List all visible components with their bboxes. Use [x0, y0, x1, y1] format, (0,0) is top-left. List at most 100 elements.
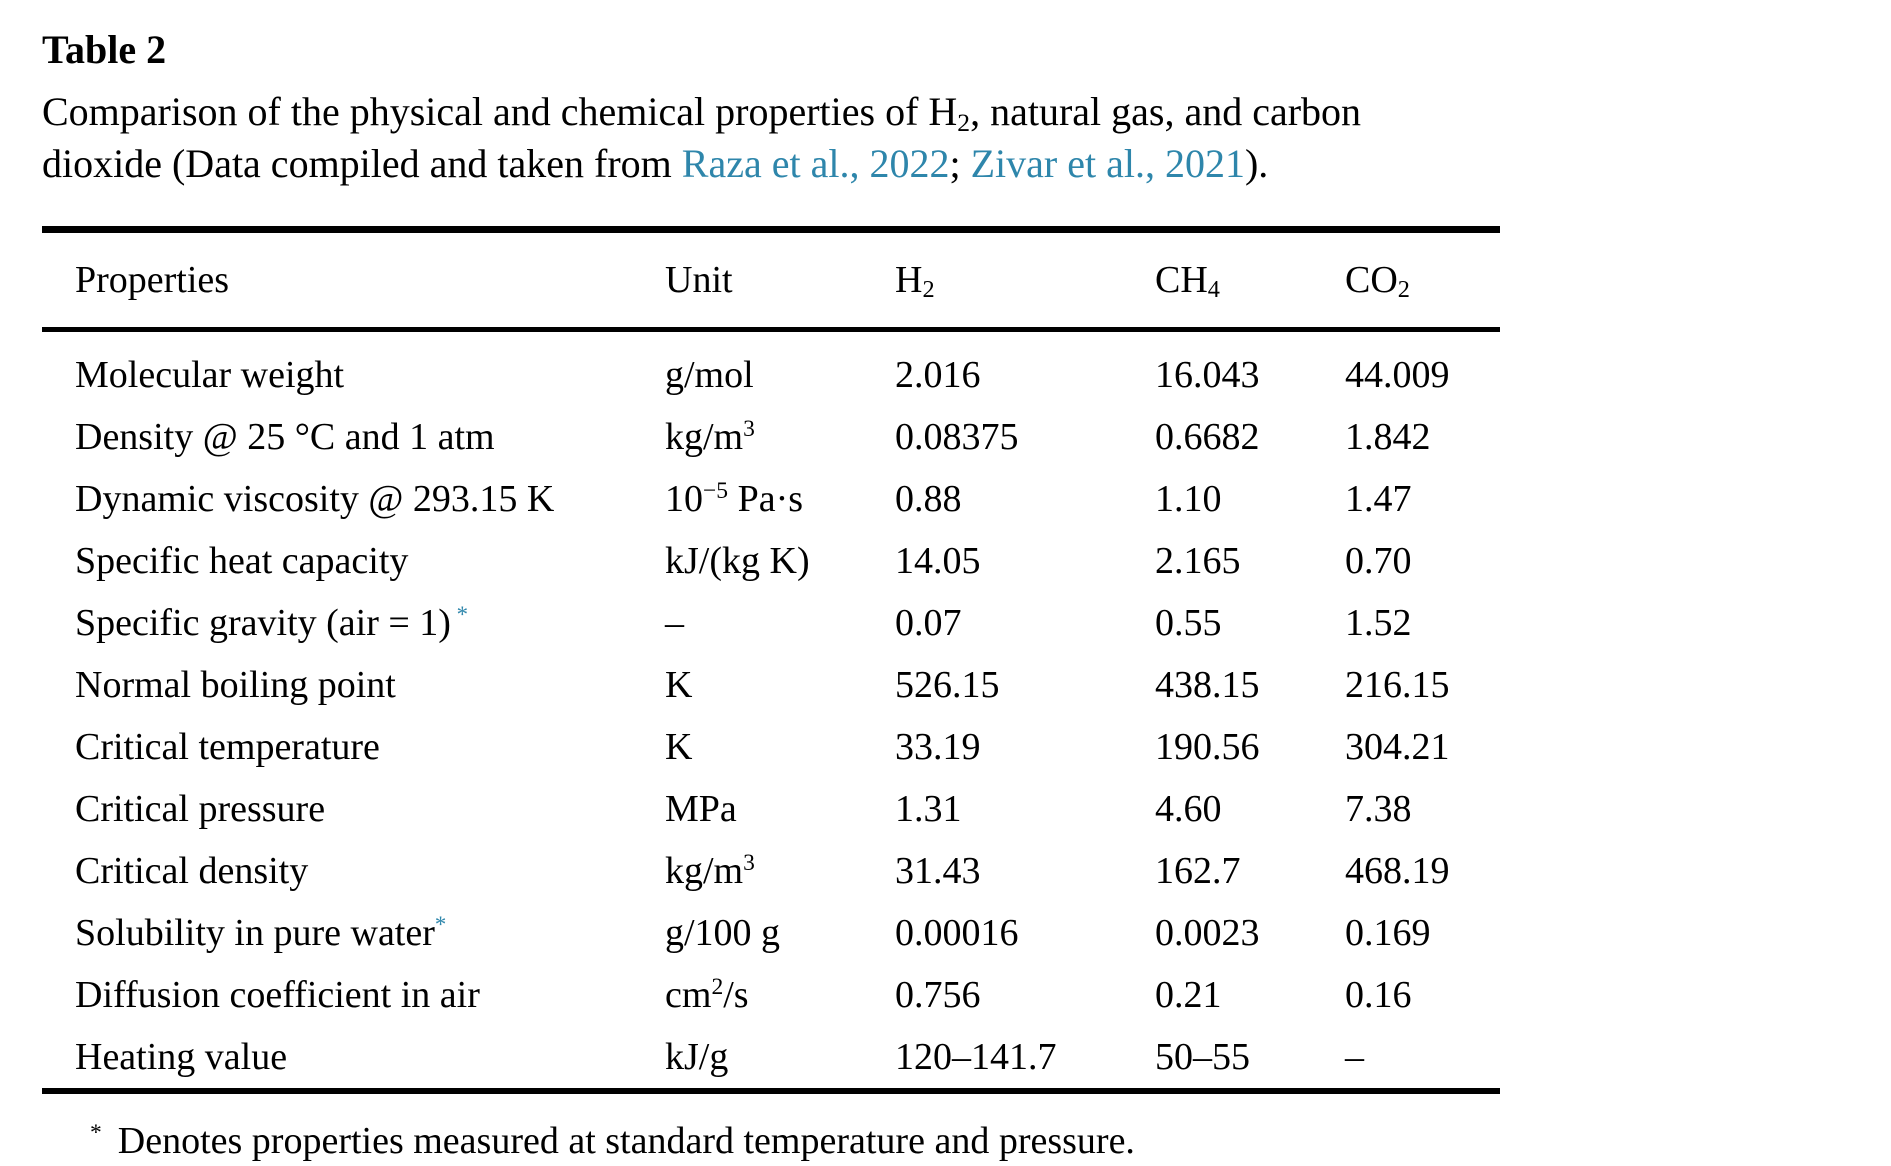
table-footnote: * Denotes properties measured at standard… — [42, 1116, 1500, 1166]
property-cell: Solubility in pure water* — [75, 912, 447, 954]
unit-cell: – — [665, 602, 684, 644]
property-cell: Heating value — [75, 1036, 288, 1078]
unit-cell: K — [665, 726, 693, 768]
value-cell-ch4: 190.56 — [1155, 726, 1260, 768]
value-cell-co2: 0.16 — [1345, 974, 1412, 1016]
unit-cell: kJ/(kg K) — [665, 540, 810, 582]
column-header-ch4: CH4 — [1155, 229, 1345, 332]
superscript: −5 — [703, 478, 729, 505]
property-cell: Normal boiling point — [75, 664, 396, 706]
value-cell-ch4: 0.55 — [1155, 602, 1222, 644]
value-cell-co2: 7.38 — [1345, 788, 1412, 830]
property-cell: Density @ 25 °C and 1 atm — [75, 416, 495, 458]
value-cell-h2: 0.88 — [895, 478, 962, 520]
value-cell-h2: 120–141.7 — [895, 1036, 1057, 1078]
table-label: Table 2 — [42, 27, 167, 72]
value-cell-co2: 0.169 — [1345, 912, 1431, 954]
property-cell: Specific heat capacity — [75, 540, 409, 582]
value-cell-h2: 33.19 — [895, 726, 981, 768]
superscript: 3 — [743, 850, 755, 877]
value-cell-h2: 0.756 — [895, 974, 981, 1016]
value-cell-h2: 0.00016 — [895, 912, 1019, 954]
value-cell-h2: 1.31 — [895, 788, 962, 830]
unit-cell: kg/m3 — [665, 416, 755, 458]
unit-cell: kJ/g — [665, 1036, 729, 1078]
value-cell-ch4: 0.6682 — [1155, 416, 1260, 458]
unit-cell: cm2/s — [665, 974, 749, 1016]
value-cell-ch4: 0.21 — [1155, 974, 1222, 1016]
property-cell: Critical pressure — [75, 788, 326, 830]
superscript: 3 — [743, 416, 755, 443]
property-cell: Critical density — [75, 850, 309, 892]
properties-table: Properties Unit H2 CH4 CO2 Molecular weight g… — [42, 226, 1500, 1094]
table-row: Critical pressure MPa 1.31 4.60 7.38 — [42, 778, 1500, 840]
property-cell: Dynamic viscosity @ 293.15 K — [75, 478, 555, 520]
value-cell-co2: – — [1345, 1036, 1364, 1078]
value-cell-ch4: 438.15 — [1155, 664, 1260, 706]
superscript: 2 — [711, 974, 724, 1001]
value-cell-ch4: 2.165 — [1155, 540, 1241, 582]
unit-cell: MPa — [665, 788, 737, 830]
subscript: 4 — [1207, 276, 1220, 304]
value-cell-co2: 304.21 — [1345, 726, 1450, 768]
column-header-unit: Unit — [665, 229, 895, 332]
value-cell-co2: 44.009 — [1345, 354, 1450, 396]
value-cell-ch4: 1.10 — [1155, 478, 1222, 520]
property-cell: Specific gravity (air = 1) * — [75, 602, 469, 644]
citation-link[interactable]: Zivar et al., 2021 — [970, 141, 1245, 186]
footnote-text: Denotes properties measured at standard … — [117, 1120, 1135, 1162]
value-cell-h2: 0.08375 — [895, 416, 1019, 458]
footnote-asterisk: * — [450, 602, 469, 628]
column-header-properties: Properties — [42, 229, 665, 332]
value-cell-co2: 0.70 — [1345, 540, 1412, 582]
unit-cell: 10−5 Pa·s — [665, 478, 804, 520]
value-cell-h2: 526.15 — [895, 664, 1000, 706]
unit-cell: g/mol — [665, 354, 754, 396]
table-caption-block: Table 2 Comparison of the physical and c… — [42, 26, 1500, 190]
table-row: Dynamic viscosity @ 293.15 K 10−5 Pa·s 0.8… — [42, 468, 1500, 530]
footnote-asterisk: * — [434, 912, 447, 938]
table-row: Diffusion coefficient in air cm2/s 0.756 0.… — [42, 964, 1500, 1026]
value-cell-ch4: 4.60 — [1155, 788, 1222, 830]
table-row: Density @ 25 °C and 1 atm kg/m3 0.08375 0.6… — [42, 406, 1500, 468]
value-cell-co2: 1.52 — [1345, 602, 1412, 644]
table-header-row: Properties Unit H2 CH4 CO2 — [42, 229, 1500, 332]
property-cell: Molecular weight — [75, 354, 345, 396]
table-row: Solubility in pure water* g/100 g 0.00016 0… — [42, 902, 1500, 964]
value-cell-co2: 216.15 — [1345, 664, 1450, 706]
subscript: 2 — [1397, 276, 1410, 304]
table-row: Heating value kJ/g 120–141.7 50–55 – — [42, 1026, 1500, 1091]
table-row: Normal boiling point K 526.15 438.15 216.15 — [42, 654, 1500, 716]
column-header-co2: CO2 — [1345, 229, 1500, 332]
value-cell-co2: 1.47 — [1345, 478, 1412, 520]
subscript: 2 — [957, 107, 971, 137]
table-row: Specific gravity (air = 1) * – 0.07 0.55 1.5… — [42, 592, 1500, 654]
table-row: Critical density kg/m3 31.43 162.7 468.19 — [42, 840, 1500, 902]
table-body: Molecular weight g/mol 2.016 16.043 44.009 De… — [42, 330, 1500, 1092]
value-cell-ch4: 162.7 — [1155, 850, 1241, 892]
table-row: Molecular weight g/mol 2.016 16.043 44.009 — [42, 330, 1500, 407]
unit-cell: kg/m3 — [665, 850, 755, 892]
unit-cell: K — [665, 664, 693, 706]
table-figure: Table 2 Comparison of the physical and c… — [42, 26, 1500, 1166]
footnote-marker: * — [90, 1120, 102, 1147]
value-cell-co2: 468.19 — [1345, 850, 1450, 892]
value-cell-h2: 31.43 — [895, 850, 981, 892]
value-cell-ch4: 16.043 — [1155, 354, 1260, 396]
property-cell: Diffusion coefficient in air — [75, 974, 480, 1016]
citation-link[interactable]: Raza et al., 2022 — [681, 141, 950, 186]
table-row: Critical temperature K 33.19 190.56 304.21 — [42, 716, 1500, 778]
column-header-h2: H2 — [895, 229, 1155, 332]
value-cell-h2: 0.07 — [895, 602, 962, 644]
value-cell-ch4: 50–55 — [1155, 1036, 1250, 1078]
table-row: Specific heat capacity kJ/(kg K) 14.05 2.16… — [42, 530, 1500, 592]
value-cell-h2: 14.05 — [895, 540, 981, 582]
table-header: Properties Unit H2 CH4 CO2 — [42, 229, 1500, 332]
value-cell-h2: 2.016 — [895, 354, 981, 396]
property-cell: Critical temperature — [75, 726, 380, 768]
table-caption: Comparison of the physical and chemical … — [42, 89, 1362, 186]
value-cell-ch4: 0.0023 — [1155, 912, 1260, 954]
subscript: 2 — [922, 276, 935, 304]
value-cell-co2: 1.842 — [1345, 416, 1431, 458]
